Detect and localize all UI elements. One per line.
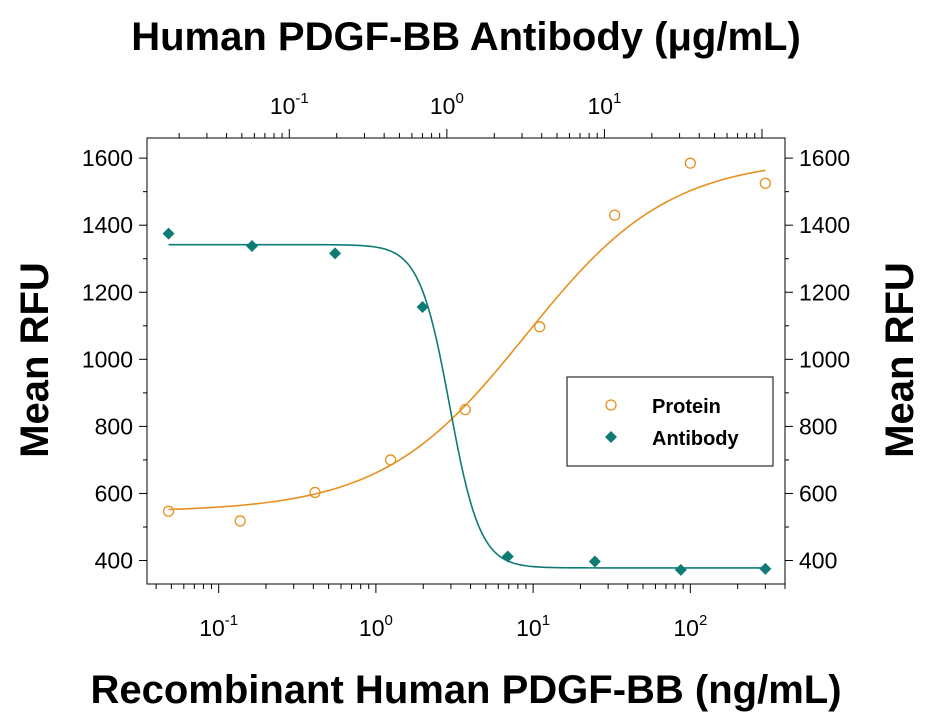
x2-tick-label: 10-1 [270, 90, 309, 119]
point-protein [533, 321, 546, 333]
point-protein [384, 454, 397, 466]
x-tick-label: 10-1 [199, 612, 238, 641]
point-antibody [501, 550, 514, 563]
legend-box [566, 376, 774, 467]
y-tick-label-right: 1000 [799, 346, 850, 372]
axes-group: 400 400 600 600 800 800 1000 1000 1200 1200 1400 14… [82, 90, 850, 641]
point-protein [234, 515, 246, 527]
point-protein [684, 157, 696, 169]
legend-label-antibody: Antibody [652, 428, 740, 450]
point-protein [759, 177, 772, 189]
y-tick-label-right: 600 [799, 480, 837, 506]
y-tick-label-left: 800 [95, 413, 133, 439]
point-protein [162, 505, 175, 517]
point-antibody [588, 555, 601, 568]
point-antibody [674, 563, 687, 576]
x2-tick-label: 100 [430, 90, 464, 119]
y-tick-label-left: 600 [95, 480, 133, 506]
point-antibody [162, 227, 175, 240]
y-tick-label-right: 400 [799, 548, 837, 574]
point-antibody [759, 562, 772, 575]
chart-title: Human PDGF-BB Antibody (μg/mL) [131, 15, 801, 59]
fit-curves [168, 169, 766, 569]
x-axis-label: Recombinant Human PDGF-BB (ng/mL) [90, 668, 841, 712]
point-antibody [416, 301, 429, 314]
y-tick-label-left: 1400 [82, 212, 133, 238]
y-tick-label-left: 1200 [82, 279, 133, 305]
x2-tick-label: 101 [587, 90, 621, 119]
y-axis-label-right: Mean RFU [878, 262, 922, 458]
legend-label-protein: Protein [652, 396, 721, 418]
point-antibody [329, 247, 342, 260]
y-tick-label-left: 400 [95, 548, 133, 574]
fit-curve-protein [168, 169, 766, 511]
y-tick-label-right: 1600 [799, 145, 850, 171]
point-protein [459, 403, 471, 416]
y-tick-label-left: 1000 [82, 346, 133, 372]
y-tick-label-left: 1600 [82, 145, 133, 171]
point-antibody [246, 239, 259, 252]
plot-area-frame [146, 137, 786, 585]
y-tick-label-right: 1200 [799, 279, 850, 305]
x-tick-label: 100 [359, 612, 393, 641]
point-protein [309, 486, 321, 499]
data-points [162, 157, 772, 576]
legend-marker-protein [605, 399, 617, 411]
legend-marker-antibody [605, 431, 617, 443]
legend: Protein Antibody [566, 376, 774, 467]
y-tick-label-right: 1400 [799, 212, 850, 238]
x-tick-label: 102 [673, 612, 707, 641]
fit-curve-antibody [168, 243, 766, 569]
point-protein [608, 209, 621, 221]
y-tick-label-right: 800 [799, 413, 837, 439]
y-axis-label-left: Mean RFU [13, 262, 57, 458]
x-tick-label: 101 [516, 612, 550, 641]
